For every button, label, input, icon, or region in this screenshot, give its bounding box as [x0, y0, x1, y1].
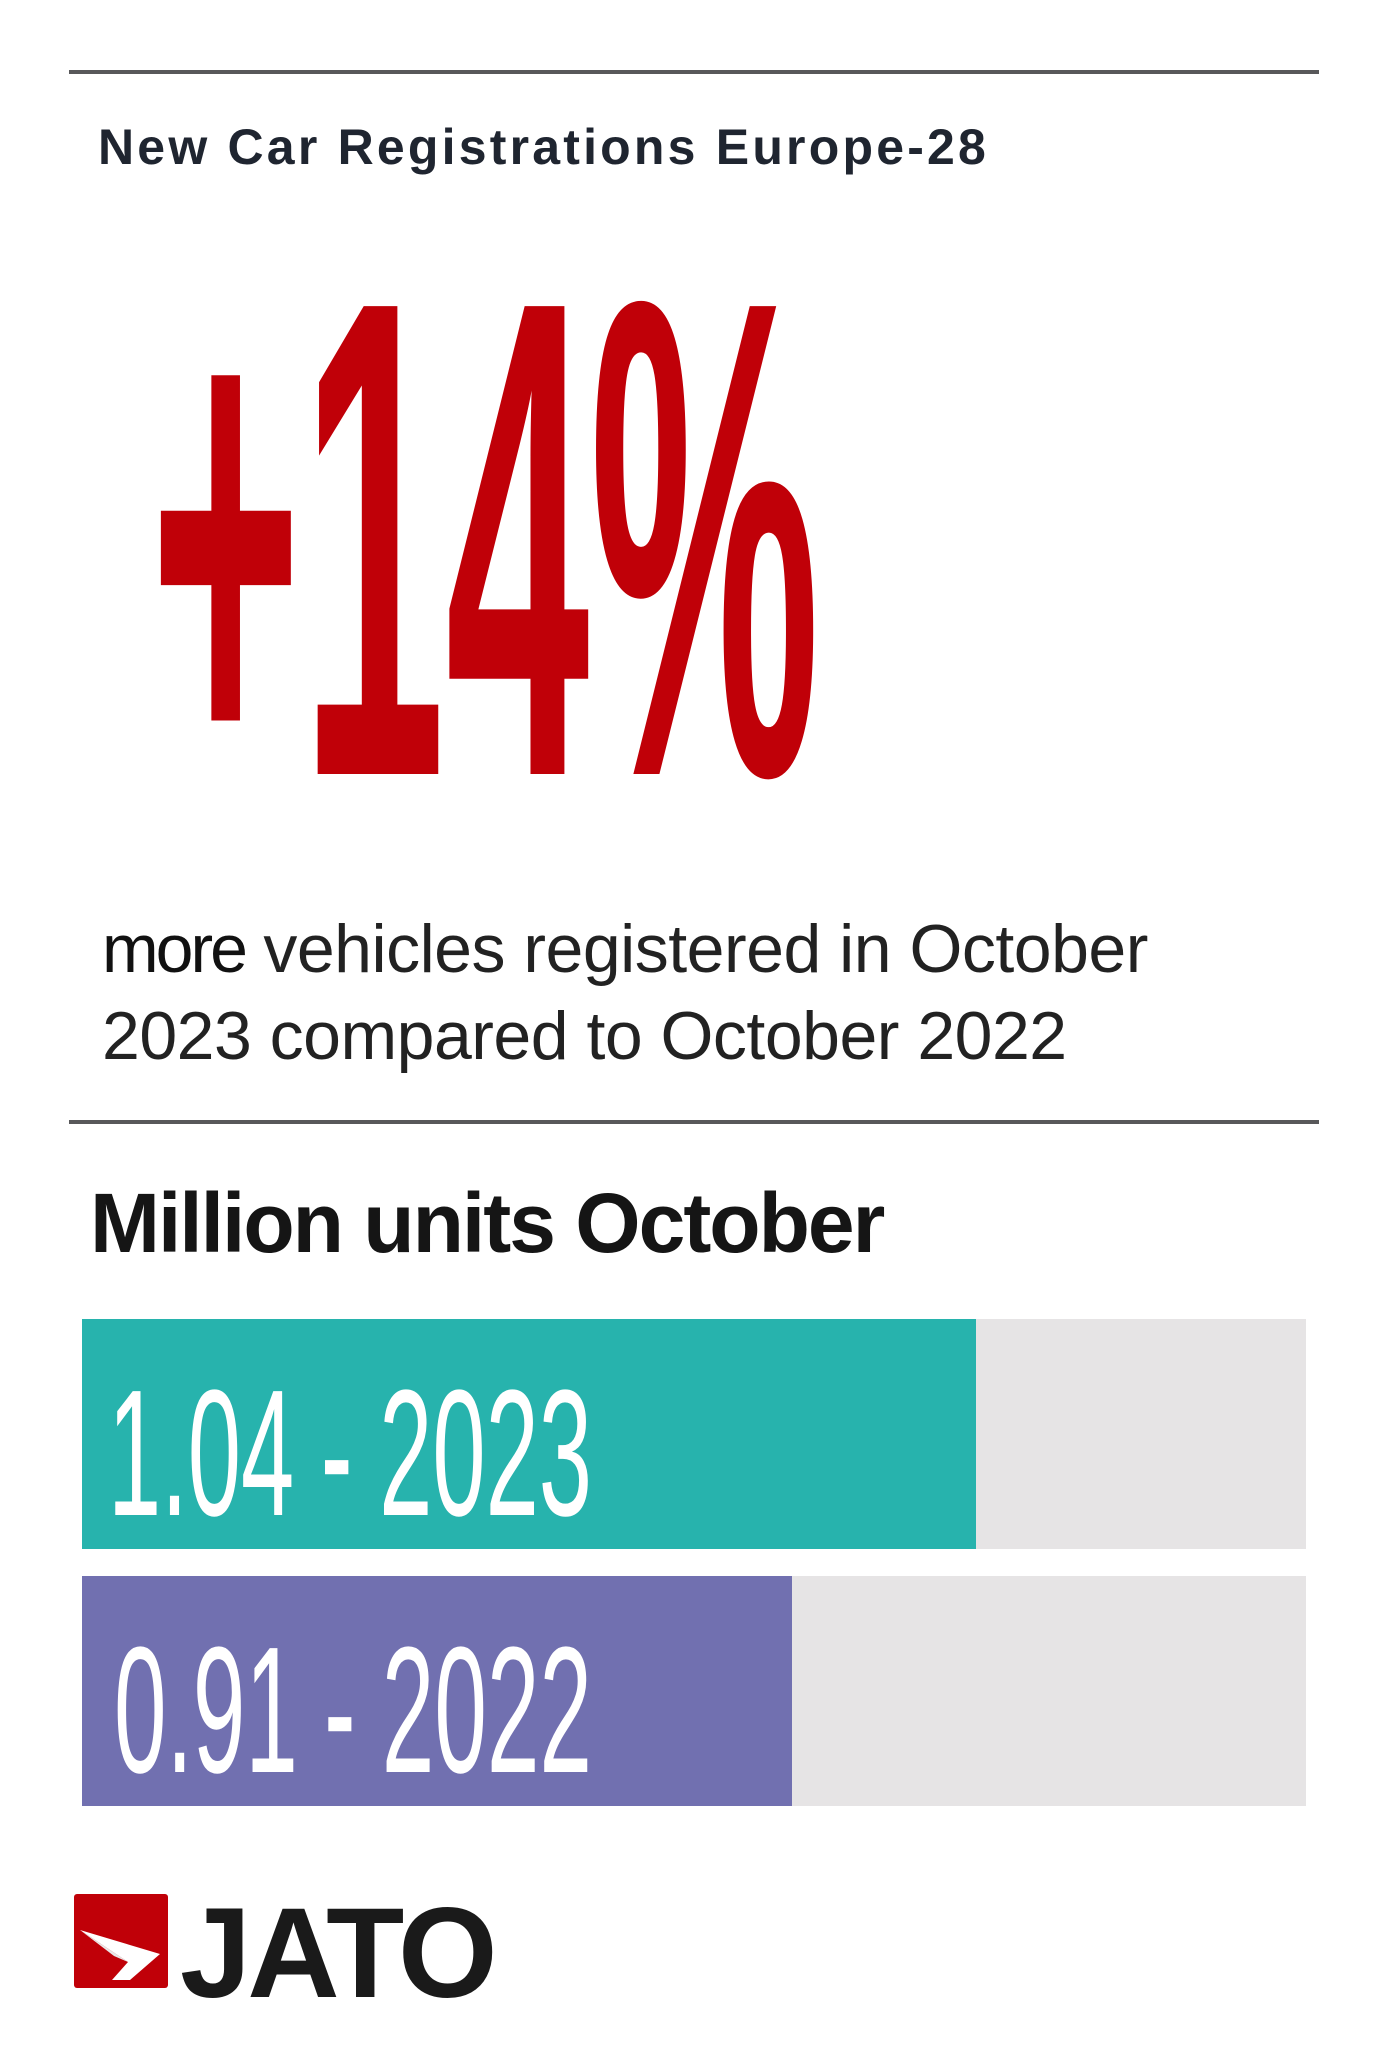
headline-value: +14% — [150, 280, 820, 800]
description-line-1: more vehicles registered in October — [102, 910, 1148, 988]
bar-label-2023: 1.04 - 2023 — [108, 1381, 592, 1521]
bar-2023 — [82, 1319, 976, 1549]
description-text: vehicles registered in October — [244, 911, 1148, 987]
page-title: New Car Registrations Europe-28 — [98, 119, 990, 175]
bar-2022 — [82, 1576, 792, 1806]
chart-title: Million units October — [90, 1176, 885, 1270]
jato-logo-icon — [74, 1894, 168, 1988]
bar-track-2022: 0.91 - 2022 — [82, 1576, 1306, 1806]
headline-percentage: +14% — [150, 280, 820, 800]
top-divider — [69, 70, 1319, 74]
bar-value-label: 0.91 - 2022 — [114, 1638, 592, 1778]
description-line-2: 2023 compared to October 2022 — [102, 998, 1067, 1074]
middle-divider — [69, 1120, 1319, 1124]
description-emphasis: more — [102, 911, 248, 987]
bar-label-2022: 0.91 - 2022 — [114, 1638, 592, 1778]
bar-value-label: 1.04 - 2023 — [108, 1381, 592, 1521]
bar-track-2023: 1.04 - 2023 — [82, 1319, 1306, 1549]
jato-logo-text: JATO — [180, 1882, 498, 2025]
